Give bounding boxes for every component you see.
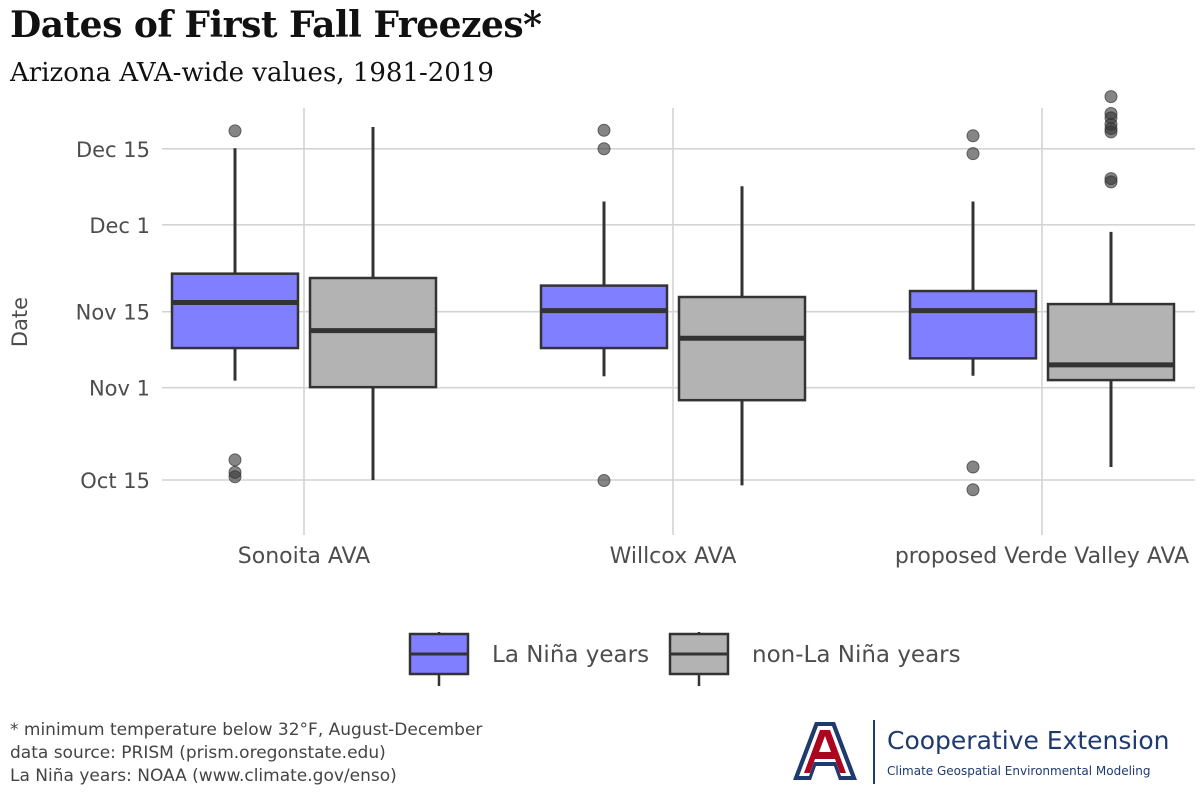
outlier-point (597, 142, 611, 156)
cooperative-extension-logo: A Cooperative Extension Climate Geospati… (785, 716, 1195, 786)
outlier-point (966, 129, 980, 143)
logo-subtitle: Climate Geospatial Environmental Modelin… (887, 764, 1151, 778)
y-tick-label: Dec 1 (89, 214, 150, 238)
box (170, 272, 300, 350)
boxplot-chart: Oct 15 Nov 1 Nov 15 Dec 1 Dec 15 Date Sonoita … (8, 90, 1195, 686)
footnote-data-source: data source: PRISM (prism.oregonstate.ed… (10, 743, 386, 763)
chart-subtitle: Arizona AVA-wide values, 1981-2019 (10, 58, 494, 88)
box (1046, 302, 1176, 382)
y-tick-label: Dec 15 (76, 138, 150, 162)
y-tick-label: Nov 1 (89, 377, 150, 401)
university-a-logo-icon: A (793, 722, 857, 780)
footnote-definition: * minimum temperature below 32°F, August… (10, 720, 483, 740)
legend-label: La Niña years (492, 642, 649, 668)
box (539, 284, 669, 350)
outlier-point (966, 147, 980, 161)
x-tick-label: proposed Verde Valley AVA (895, 544, 1189, 569)
outlier-point (1104, 90, 1118, 104)
outlier-point (966, 483, 980, 497)
y-tick-label: Nov 15 (76, 301, 150, 325)
x-tick-label: Willcox AVA (610, 544, 737, 569)
outlier-point (1104, 175, 1118, 189)
box (908, 289, 1038, 360)
y-axis-label: Date (8, 297, 32, 347)
footnotes: * minimum temperature below 32°F, August… (10, 719, 482, 788)
chart-title: Dates of First Fall Freezes* (10, 4, 542, 46)
outlier-point (1104, 125, 1118, 139)
footnote-la-nina-source: La Niña years: NOAA (www.climate.gov/ens… (10, 766, 397, 786)
outlier-point (597, 474, 611, 488)
logo-title: Cooperative Extension (887, 726, 1170, 755)
outlier-point (228, 124, 242, 138)
legend-label: non-La Niña years (752, 642, 961, 668)
outlier-point (966, 460, 980, 474)
outlier-point (228, 453, 242, 467)
y-tick-label: Oct 15 (80, 469, 150, 493)
outlier-point (228, 470, 242, 484)
x-tick-label: Sonoita AVA (238, 544, 370, 569)
outlier-point (597, 123, 611, 137)
logo-divider (873, 720, 875, 784)
box (677, 295, 807, 402)
